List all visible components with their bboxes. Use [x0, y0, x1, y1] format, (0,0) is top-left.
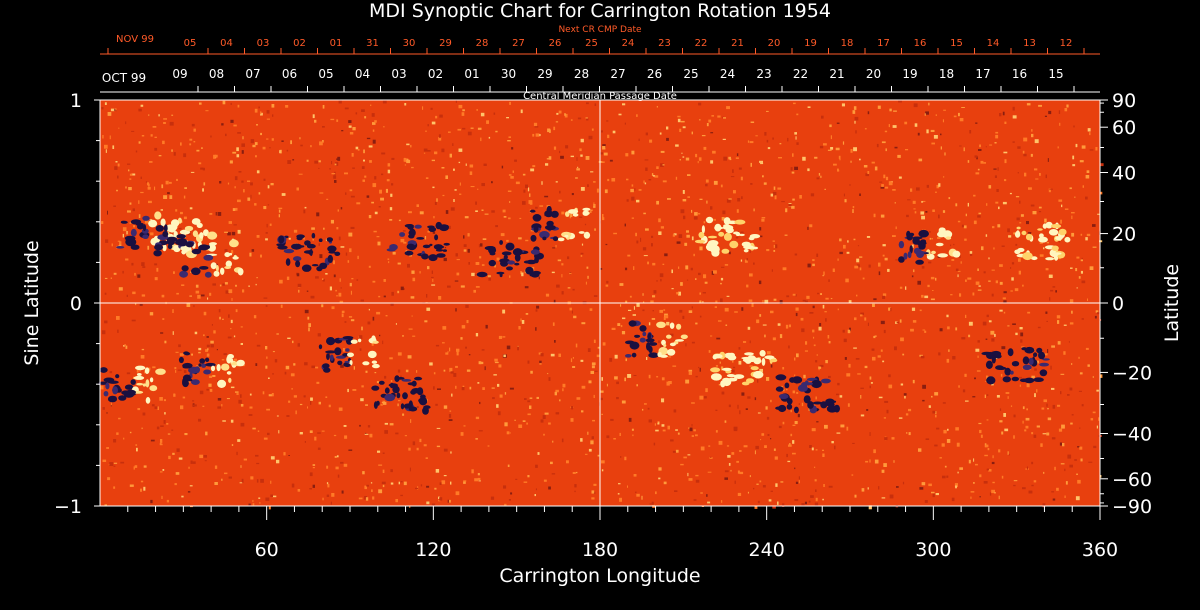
bottom-axis-tick-label: 60 [255, 539, 279, 561]
second-axis-tick-label: 18 [939, 67, 954, 81]
right-axis-tick-label: −20 [1112, 362, 1152, 384]
top-axis-tick-label: 03 [257, 38, 270, 49]
second-axis-tick-label: 09 [172, 67, 187, 81]
active-region [98, 365, 166, 404]
right-axis-tick-label: −60 [1112, 469, 1152, 491]
bottom-axis-tick-label: 240 [749, 539, 785, 561]
top-axis-tick-label: 02 [293, 38, 306, 49]
top-axis-tick-label: 17 [877, 38, 890, 49]
second-axis-tick-label: 03 [391, 67, 406, 81]
right-axis-tick-label: −40 [1112, 423, 1152, 445]
top-axis-tick-label: 14 [987, 38, 1000, 49]
second-axis-tick-label: 17 [975, 67, 990, 81]
top-axis-tick-label: 22 [695, 38, 708, 49]
second-axis-tick-label: 26 [647, 67, 662, 81]
left-axis-tick-label: −1 [54, 496, 82, 518]
active-region [694, 216, 761, 257]
chart-title: MDI Synoptic Chart for Carrington Rotati… [369, 0, 831, 22]
top-axis-tick-label: 26 [549, 38, 562, 49]
top-axis-tick-label: 28 [476, 38, 489, 49]
active-region [178, 351, 245, 388]
top-axis-tick-label: 29 [439, 38, 452, 49]
active-region [775, 374, 841, 414]
active-region [981, 346, 1050, 385]
second-axis-tick-label: 25 [683, 67, 698, 81]
second-axis-tick-label: 29 [537, 67, 552, 81]
top-axis-tick-label: 13 [1023, 38, 1036, 49]
second-axis-tick-label: 28 [574, 67, 589, 81]
right-axis-tick-label: 90 [1112, 90, 1136, 112]
bottom-axis-tick-label: 180 [582, 539, 618, 561]
second-axis-tick-label: 20 [866, 67, 881, 81]
top-axis-tick-label: 16 [914, 38, 927, 49]
active-region [178, 238, 244, 278]
second-axis-tick-label: 21 [829, 67, 844, 81]
right-axis-tick-label: 60 [1112, 117, 1136, 139]
bottom-axis-tick-label: 300 [915, 539, 951, 561]
left-axis-tick-label: 0 [70, 293, 82, 315]
second-axis-tick-label: 23 [756, 67, 771, 81]
top-axis-tick-label: 23 [658, 38, 671, 49]
top-axis-month: NOV 99 [116, 34, 154, 45]
active-region [529, 205, 591, 242]
top-axis-tick-label: 18 [841, 38, 854, 49]
active-region [1014, 221, 1071, 261]
second-axis-tick-label: 08 [209, 67, 224, 81]
active-region [276, 232, 341, 272]
active-region [371, 375, 431, 415]
second-axis-tick-label: 27 [610, 67, 625, 81]
right-axis-label: Latitude [1161, 264, 1183, 342]
top-axis-label: Next CR CMP Date [558, 25, 642, 35]
active-region [476, 240, 544, 278]
top-axis-tick-label: 21 [731, 38, 744, 49]
top-axis-tick-label: 04 [220, 38, 233, 49]
field-texture [100, 100, 1104, 510]
top-axis-tick-label: 12 [1060, 38, 1073, 49]
top-axis-tick-label: 31 [366, 38, 379, 49]
top-axis-tick-label: 24 [622, 38, 635, 49]
second-axis-tick-label: 07 [245, 67, 260, 81]
second-axis-tick-label: 24 [720, 67, 735, 81]
active-region [898, 227, 961, 265]
top-axis-tick-label: 15 [950, 38, 963, 49]
second-axis-label: Central Meridian Passage Date [523, 91, 677, 102]
active-region [318, 335, 380, 373]
right-axis-tick-label: 40 [1112, 163, 1136, 185]
top-axis-tick-label: 01 [330, 38, 343, 49]
right-axis-tick-label: −90 [1112, 496, 1152, 518]
bottom-axis-label: Carrington Longitude [499, 565, 700, 587]
active-region [710, 350, 778, 388]
top-axis-tick-label: 27 [512, 38, 525, 49]
right-axis-tick-label: 0 [1112, 293, 1124, 315]
second-axis-tick-label: 15 [1048, 67, 1063, 81]
second-axis-tick-label: 06 [282, 67, 297, 81]
left-axis-label: Sine Latitude [21, 240, 43, 365]
top-axis-tick-label: 05 [184, 38, 197, 49]
active-region [625, 320, 688, 359]
top-axis-tick-label: 25 [585, 38, 598, 49]
top-axis-tick-label: 20 [768, 38, 781, 49]
second-axis-tick-label: 02 [428, 67, 443, 81]
second-axis-tick-label: 04 [355, 67, 370, 81]
second-axis-tick-label: 05 [318, 67, 333, 81]
top-axis-tick-label: 30 [403, 38, 416, 49]
active-region [386, 221, 450, 262]
second-axis-tick-label: 22 [793, 67, 808, 81]
right-axis-tick-label: 20 [1112, 224, 1136, 246]
second-axis-tick-label: 16 [1012, 67, 1027, 81]
top-axis-tick-label: 19 [804, 38, 817, 49]
second-axis-month: OCT 99 [102, 71, 146, 85]
second-axis-tick-label: 30 [501, 67, 516, 81]
left-axis-tick-label: 1 [70, 90, 82, 112]
second-axis-tick-label: 01 [464, 67, 479, 81]
second-axis-tick-label: 19 [902, 67, 917, 81]
bottom-axis-tick-label: 360 [1082, 539, 1118, 561]
bottom-axis-tick-label: 120 [415, 539, 451, 561]
